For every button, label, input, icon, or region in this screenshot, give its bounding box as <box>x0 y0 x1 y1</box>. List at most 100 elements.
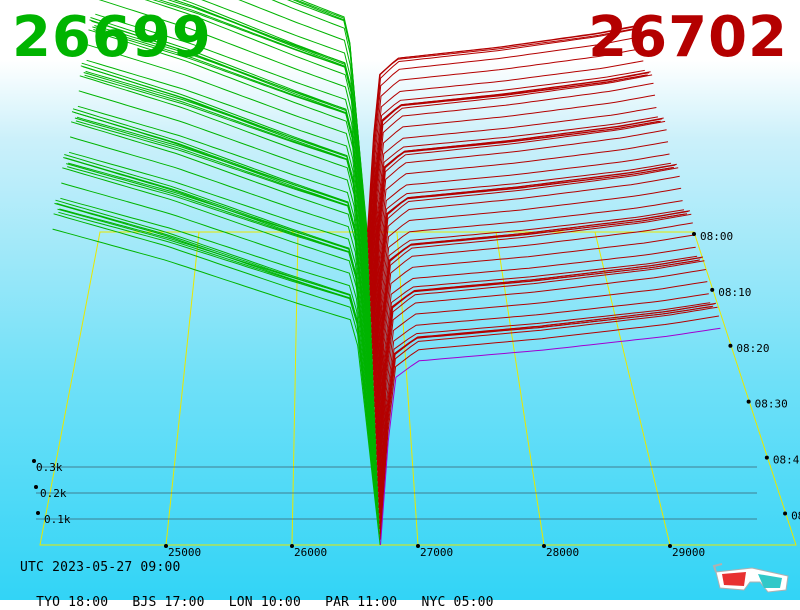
price-tick-dot <box>290 544 294 548</box>
ask-depth-line <box>375 213 692 439</box>
ask-depth-line <box>369 71 651 291</box>
volume-tick-dot <box>36 511 40 515</box>
bid-depth-line <box>53 213 381 540</box>
bid-depth-line <box>75 120 376 418</box>
ask-depth-line <box>367 24 638 243</box>
bid-depth-line <box>84 74 374 370</box>
ask-depth-line <box>368 48 642 259</box>
bid-depth-line <box>93 29 372 323</box>
bid-depth-line <box>271 0 369 254</box>
ask-depth-line <box>373 167 679 392</box>
ask-depth-line <box>377 256 703 482</box>
volume-tick-label: 0.2k <box>40 487 67 500</box>
bid-depth-line <box>73 111 376 429</box>
price-tick-label: 25000 <box>168 546 201 559</box>
ask-depth-line <box>367 28 635 233</box>
bid-depth-line <box>69 136 377 450</box>
ask-depth-line <box>368 60 644 264</box>
time-tick-label: 08:10 <box>718 286 751 299</box>
ask-depth-line <box>378 293 709 503</box>
time-tick-dot <box>746 399 751 404</box>
latest-ask-depth-line <box>380 327 721 546</box>
volume-tick-dot <box>32 459 36 463</box>
ask-depth-line <box>368 69 645 270</box>
bid-depth-line <box>295 0 368 238</box>
bid-depth-line <box>173 0 371 296</box>
bid-history-layer <box>52 0 381 546</box>
bid-depth-line <box>86 59 373 360</box>
bid-depth-line <box>89 19 373 344</box>
price-tick-label: 28000 <box>546 546 579 559</box>
ask-depth-line <box>376 246 696 455</box>
bid-depth-line <box>54 202 381 535</box>
bid-depth-line <box>78 90 375 402</box>
ask-depth-line <box>378 306 712 514</box>
ask-depth-line <box>369 74 653 296</box>
ask-depth-line <box>379 315 719 540</box>
time-tick-label: 08:40 <box>773 454 800 467</box>
time-tick-dot <box>692 232 696 236</box>
ask-depth-line <box>371 120 666 344</box>
price-gridline <box>396 231 419 546</box>
time-tick-label: 08:30 <box>755 398 788 411</box>
bid-depth-line <box>92 26 372 328</box>
time-tick-label: 08:50 <box>791 509 800 522</box>
bid-depth-line <box>91 20 372 333</box>
ask-depth-line <box>378 281 708 498</box>
bid-depth-line <box>68 151 377 455</box>
bid-depth-line <box>95 13 371 312</box>
ask-depth-line <box>367 36 641 254</box>
time-tick-label: 08:00 <box>700 230 733 243</box>
ask-depth-line <box>371 120 661 328</box>
ask-depth-line <box>374 187 682 402</box>
ask-depth-line <box>370 107 657 312</box>
ask-depth-line <box>374 213 688 424</box>
time-tick-dot <box>783 511 788 516</box>
bid-depth-line <box>79 75 375 397</box>
bid-depth-line <box>52 228 381 546</box>
utc-time: UTC 2023-05-27 09:00 <box>20 560 181 575</box>
price-tick-dot <box>668 544 672 548</box>
price-tick-label: 29000 <box>672 546 705 559</box>
bid-depth-line <box>63 157 379 487</box>
bid-depth-line <box>74 117 376 424</box>
ask-depth-line <box>376 259 701 471</box>
price-tick-label: 26000 <box>294 546 327 559</box>
time-tick-dot <box>764 455 769 460</box>
ask-depth-line <box>372 153 670 360</box>
bid-depth-line <box>172 0 370 286</box>
ask-depth-line <box>371 129 667 349</box>
bid-depth-line <box>98 0 371 307</box>
bid-depth-line <box>67 166 378 466</box>
axis-label-layer: 25000 26000 27000 28000 29000 0.1k 0.2k 0.3k 08:… <box>32 230 800 559</box>
bid-depth-line <box>88 29 373 349</box>
bid-depth-line <box>77 105 375 408</box>
bid-depth-line <box>72 108 376 434</box>
ask-depth-line <box>374 209 685 413</box>
bid-depth-line <box>90 17 373 339</box>
floor-outline <box>39 231 797 546</box>
price-tick-label: 27000 <box>420 546 453 559</box>
bid-depth-line <box>60 197 379 503</box>
time-tick-label: 08:20 <box>736 342 769 355</box>
timezone-beijing: BJS 17:00 <box>132 595 205 610</box>
bid-depth-line <box>56 202 380 524</box>
price-gridline <box>594 231 671 546</box>
ask-depth-line <box>378 305 714 519</box>
bid-depth-line <box>70 121 377 445</box>
ask-depth-line <box>371 117 664 339</box>
bid-depth-line <box>61 182 379 498</box>
ask-depth-line <box>376 255 698 461</box>
ask-depth-line <box>373 175 680 397</box>
bid-depth-line <box>65 157 378 477</box>
ask-depth-line <box>379 302 717 530</box>
price-gridline <box>165 231 200 546</box>
3d-glasses-icon[interactable] <box>712 560 792 594</box>
bid-depth-line <box>201 0 369 264</box>
bid-depth-line <box>71 111 377 439</box>
price-tick-dot <box>542 544 546 548</box>
bid-depth-line <box>299 0 369 243</box>
ask-depth-line <box>379 306 718 535</box>
ask-depth-line <box>370 116 658 317</box>
